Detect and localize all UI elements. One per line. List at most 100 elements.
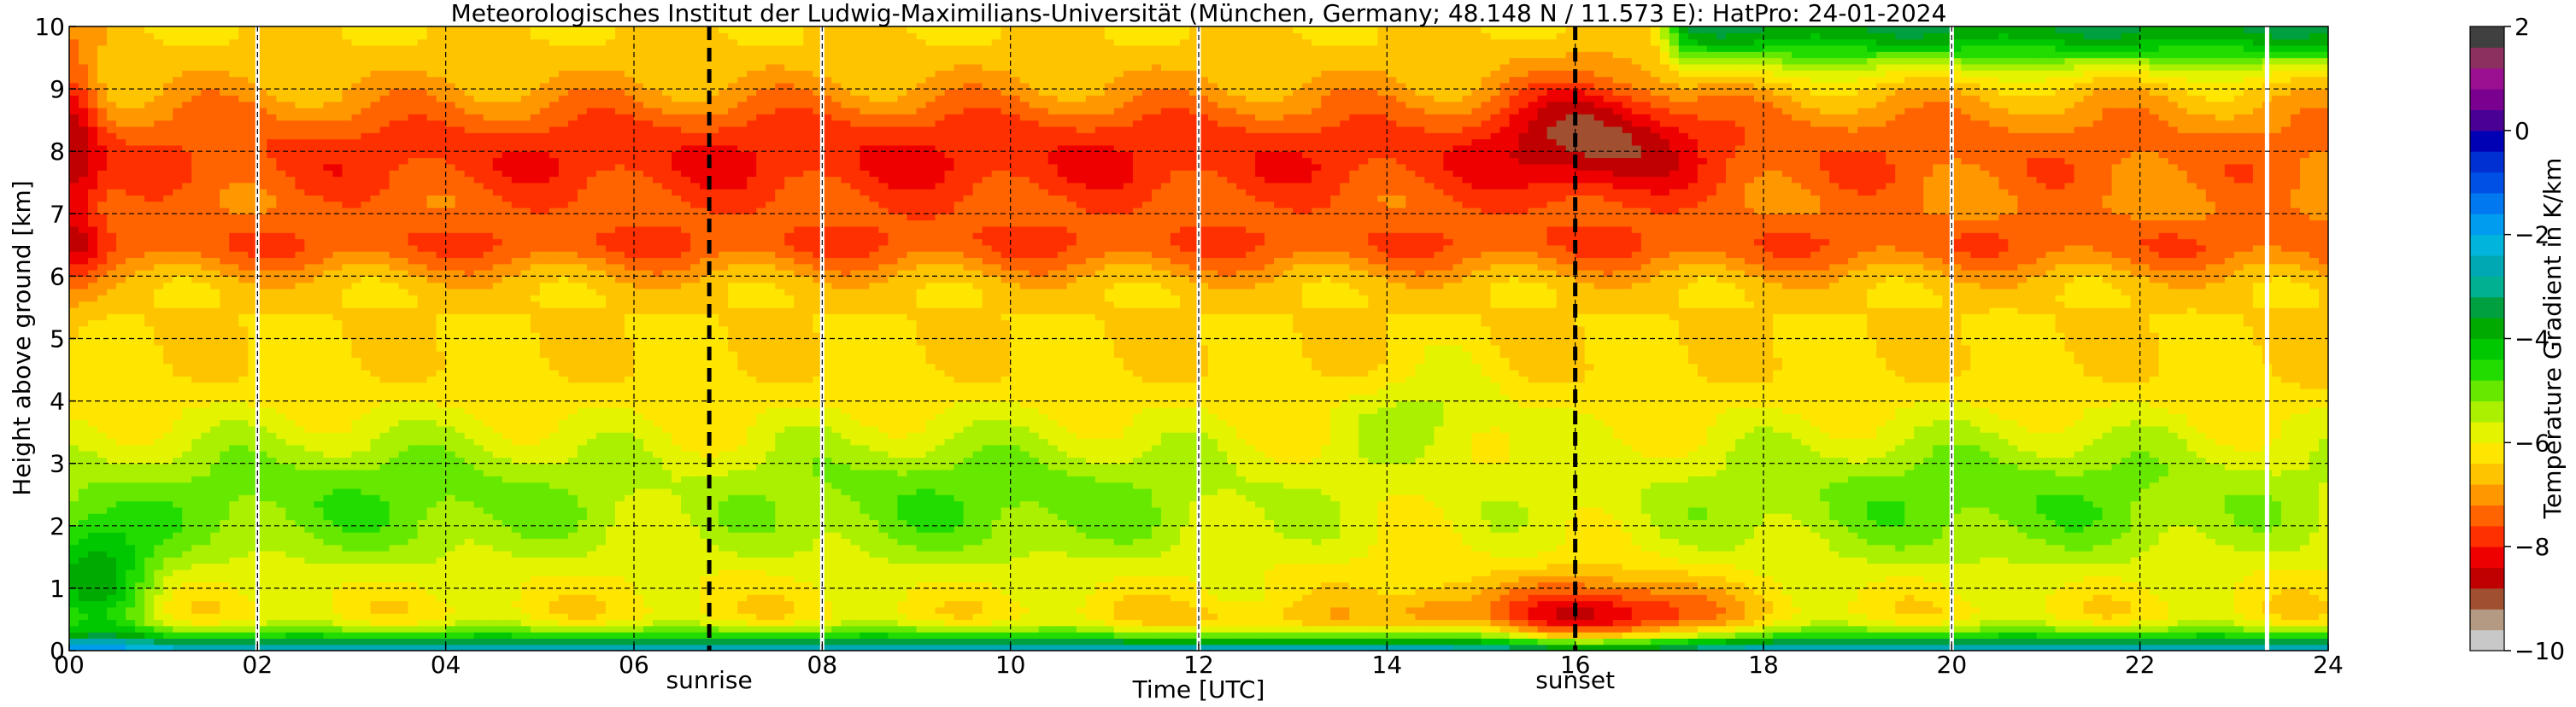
heatmap-cell — [314, 532, 325, 540]
heatmap-cell — [408, 644, 419, 651]
heatmap-cell — [361, 282, 372, 289]
heatmap-cell — [88, 63, 98, 71]
heatmap-cell — [295, 157, 306, 165]
heatmap-cell — [154, 644, 164, 651]
heatmap-cell — [511, 144, 522, 152]
heatmap-cell — [229, 319, 239, 327]
heatmap-cell — [220, 295, 230, 302]
heatmap-cell — [182, 581, 192, 589]
heatmap-cell — [473, 406, 484, 414]
heatmap-cell — [191, 82, 202, 90]
heatmap-cell — [314, 295, 325, 302]
heatmap-cell — [116, 44, 126, 52]
heatmap-cell — [426, 89, 437, 96]
heatmap-cell — [210, 563, 220, 570]
heatmap-cell — [502, 195, 513, 202]
heatmap-cell — [342, 325, 353, 333]
heatmap-cell — [426, 513, 437, 521]
heatmap-cell — [220, 581, 230, 589]
heatmap-cell — [173, 170, 183, 178]
heatmap-cell — [530, 263, 541, 271]
heatmap-cell — [342, 157, 353, 165]
heatmap-cell — [173, 394, 183, 402]
heatmap-cell — [126, 163, 136, 171]
heatmap-cell — [342, 76, 353, 84]
heatmap-cell — [370, 363, 381, 371]
heatmap-cell — [455, 519, 466, 527]
heatmap-cell — [445, 482, 456, 489]
heatmap-cell — [361, 444, 372, 452]
heatmap-cell — [351, 270, 362, 277]
heatmap-cell — [163, 95, 173, 102]
heatmap-cell — [201, 195, 211, 202]
heatmap-cell — [379, 157, 390, 165]
heatmap-cell — [220, 163, 230, 171]
heatmap-cell — [285, 363, 296, 371]
heatmap-cell — [295, 519, 306, 527]
heatmap-cell — [342, 587, 353, 595]
heatmap-cell — [483, 270, 494, 277]
heatmap-cell — [332, 138, 343, 146]
heatmap-cell — [530, 251, 541, 259]
heatmap-cell — [126, 476, 136, 483]
heatmap-cell — [464, 457, 475, 465]
heatmap-cell — [116, 644, 126, 651]
heatmap-cell — [473, 307, 484, 314]
heatmap-cell — [79, 394, 89, 402]
heatmap-cell — [342, 370, 353, 377]
heatmap-cell — [220, 57, 230, 65]
heatmap-cell — [464, 32, 475, 40]
heatmap-cell — [88, 151, 98, 159]
heatmap-cell — [285, 638, 296, 646]
heatmap-cell — [69, 251, 79, 259]
heatmap-cell — [379, 257, 390, 265]
heatmap-cell — [426, 282, 437, 289]
heatmap-cell — [220, 476, 230, 483]
heatmap-cell — [389, 219, 400, 227]
heatmap-cell — [248, 108, 258, 114]
heatmap-cell — [126, 613, 136, 621]
heatmap-cell — [173, 382, 183, 389]
heatmap-cell — [351, 444, 362, 452]
heatmap-cell — [398, 619, 409, 627]
heatmap-cell — [464, 382, 475, 389]
heatmap-cell — [323, 225, 334, 233]
heatmap-cell — [426, 232, 437, 240]
heatmap-cell — [502, 44, 513, 52]
heatmap-cell — [389, 332, 400, 340]
heatmap-cell — [276, 563, 286, 570]
heatmap-cell — [445, 57, 456, 65]
heatmap-cell — [285, 400, 296, 408]
heatmap-cell — [97, 76, 108, 84]
heatmap-cell — [97, 544, 108, 552]
heatmap-cell — [107, 325, 117, 333]
heatmap-cell — [492, 276, 503, 283]
heatmap-cell — [257, 225, 267, 233]
heatmap-cell — [144, 163, 155, 171]
heatmap-cell — [201, 376, 211, 383]
heatmap-cell — [445, 569, 456, 576]
heatmap-cell — [116, 126, 126, 133]
heatmap-cell — [332, 476, 343, 483]
heatmap-cell — [107, 644, 117, 651]
heatmap-cell — [248, 276, 258, 283]
heatmap-cell — [229, 400, 239, 408]
heatmap-cell — [436, 363, 447, 371]
heatmap-cell — [201, 257, 211, 265]
heatmap-cell — [163, 544, 173, 552]
heatmap-cell — [492, 313, 503, 321]
heatmap-cell — [492, 332, 503, 340]
heatmap-cell — [79, 625, 89, 633]
heatmap-cell — [370, 57, 381, 65]
heatmap-cell — [445, 476, 456, 483]
heatmap-cell — [220, 519, 230, 527]
heatmap-cell — [88, 338, 98, 346]
heatmap-cell — [417, 126, 428, 133]
heatmap-cell — [511, 581, 522, 589]
heatmap-cell — [417, 419, 428, 427]
heatmap-cell — [314, 638, 325, 646]
heatmap-cell — [267, 425, 277, 433]
heatmap-cell — [502, 413, 513, 421]
heatmap-cell — [398, 232, 409, 240]
heatmap-cell — [79, 257, 89, 265]
